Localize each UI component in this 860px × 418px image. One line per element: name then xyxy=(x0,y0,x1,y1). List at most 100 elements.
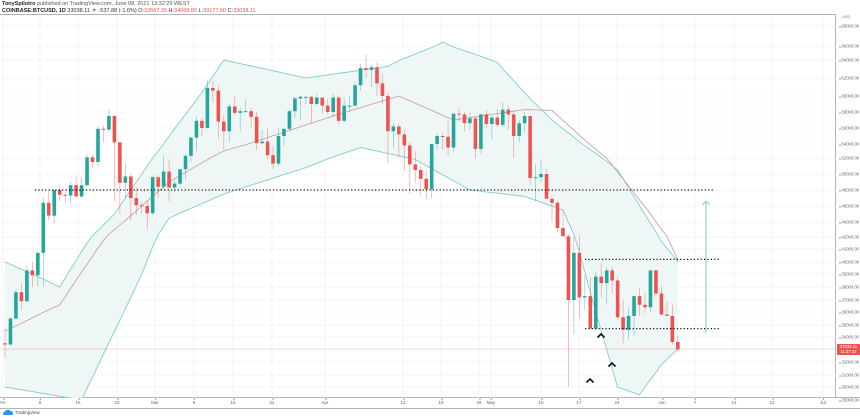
candle xyxy=(68,185,73,196)
candle xyxy=(451,113,456,148)
tradingview-logo-text: TradingView xyxy=(15,409,40,415)
time-tick-label: Fe xyxy=(0,398,6,405)
candle xyxy=(648,270,653,308)
candle xyxy=(227,106,232,132)
price-tick-label: 50000.00 xyxy=(838,171,859,177)
candle xyxy=(276,136,281,164)
candle xyxy=(287,111,292,129)
price-tick-label: 54000.00 xyxy=(838,141,859,147)
candle xyxy=(342,105,346,121)
tradingview-branding[interactable]: TradingView xyxy=(3,409,40,415)
candle xyxy=(577,252,582,298)
low-label: L: xyxy=(198,8,204,14)
price-tick-label: 56000.00 xyxy=(838,125,859,131)
candle xyxy=(183,155,188,170)
candle xyxy=(320,97,325,106)
candle xyxy=(402,134,407,146)
candle xyxy=(347,105,352,107)
open-label: O: xyxy=(138,8,145,14)
high-value: 34068.80 xyxy=(174,8,197,14)
price-tick-label: 36000.00 xyxy=(838,309,859,315)
candle xyxy=(293,98,297,112)
price-tick-label: 38000.00 xyxy=(838,284,859,290)
symbol-legend: COINBASE:BTCUSD, 1D 33038.11 ▼ -537.88 (… xyxy=(2,8,256,14)
candle xyxy=(632,296,636,316)
candle xyxy=(90,157,95,162)
candle xyxy=(25,270,29,302)
candle xyxy=(178,169,182,184)
candle xyxy=(46,202,51,216)
time-tick-label: 7 xyxy=(693,398,697,405)
tradingview-logo-icon xyxy=(3,409,13,415)
candle xyxy=(424,178,428,190)
price-tick-label: 42000.00 xyxy=(838,234,859,240)
price-axis[interactable]: 68000.00 66000.00 64000.00 62000.00 60000.00… xyxy=(836,14,860,403)
time-tick-label: 15 xyxy=(75,398,81,405)
candle xyxy=(336,97,341,121)
candle xyxy=(139,205,144,207)
time-tick-label: 15 xyxy=(230,398,236,405)
price-tick-label: 52000.00 xyxy=(838,155,859,161)
price-tick-label: 31000.00 xyxy=(838,372,859,378)
candle xyxy=(358,68,363,86)
time-tick-label: May xyxy=(486,398,496,405)
time-tick-label: 8 xyxy=(38,398,42,405)
candle xyxy=(156,177,160,187)
price-change: -537.88 (-1.6%) xyxy=(98,8,137,14)
candle xyxy=(621,317,625,330)
candle xyxy=(369,67,374,70)
time-axis[interactable]: Fe 8 15 22 Mar 8 15 22 Apr 12 19 26 May 10 17 24 Jun 7 14 2… xyxy=(0,398,860,409)
time-tick-label: Apr xyxy=(321,398,329,405)
candle xyxy=(418,170,423,179)
bollinger-lower xyxy=(4,147,679,398)
candle xyxy=(539,174,543,178)
time-tick-label: Jul xyxy=(820,398,826,405)
candle xyxy=(123,176,128,183)
time-tick-label: 24 xyxy=(614,398,620,405)
candle xyxy=(298,96,303,99)
time-tick-label: Jun xyxy=(658,398,666,405)
candle xyxy=(271,155,275,164)
price-tick-label: 35000.00 xyxy=(838,322,859,328)
candle xyxy=(391,126,396,132)
candle xyxy=(490,117,494,124)
candle xyxy=(626,315,631,330)
candle xyxy=(676,342,680,350)
close-value: 33038.11 xyxy=(233,8,256,14)
candle xyxy=(572,252,576,300)
price-tick-label: 68000.00 xyxy=(838,23,859,29)
candle xyxy=(14,292,18,319)
candle xyxy=(243,111,248,113)
currency-label: USD xyxy=(842,14,851,19)
time-tick-label: 8 xyxy=(192,398,196,405)
candle xyxy=(282,128,286,136)
price-tick-label: 66000.00 xyxy=(838,43,859,49)
price-tick-label: 64000.00 xyxy=(838,57,859,63)
candle xyxy=(96,128,100,162)
candle xyxy=(74,185,78,197)
candle xyxy=(63,194,67,196)
candle xyxy=(314,97,319,104)
candle xyxy=(550,198,554,203)
price-tick-label: 48000.00 xyxy=(838,187,859,193)
price-tick-label: 62000.00 xyxy=(838,75,859,81)
candle xyxy=(129,176,133,198)
publish-text: published on TradingView.com, June 08, 2… xyxy=(37,1,190,7)
candle xyxy=(637,296,642,305)
bollinger-upper xyxy=(4,41,679,288)
candle xyxy=(52,190,57,216)
candle xyxy=(172,183,177,188)
candle xyxy=(205,87,210,128)
candle xyxy=(134,198,139,206)
bollinger-basis xyxy=(4,95,679,332)
price-tick-label: 40000.00 xyxy=(838,259,859,265)
candle xyxy=(8,318,13,345)
candle xyxy=(615,280,620,318)
time-tick-label: Mar xyxy=(151,398,159,405)
candle xyxy=(495,117,500,125)
author-name[interactable]: TonySpilotro xyxy=(2,1,36,7)
candle xyxy=(643,304,647,308)
candle xyxy=(254,116,259,144)
price-tick-label: 60000.00 xyxy=(838,93,859,99)
